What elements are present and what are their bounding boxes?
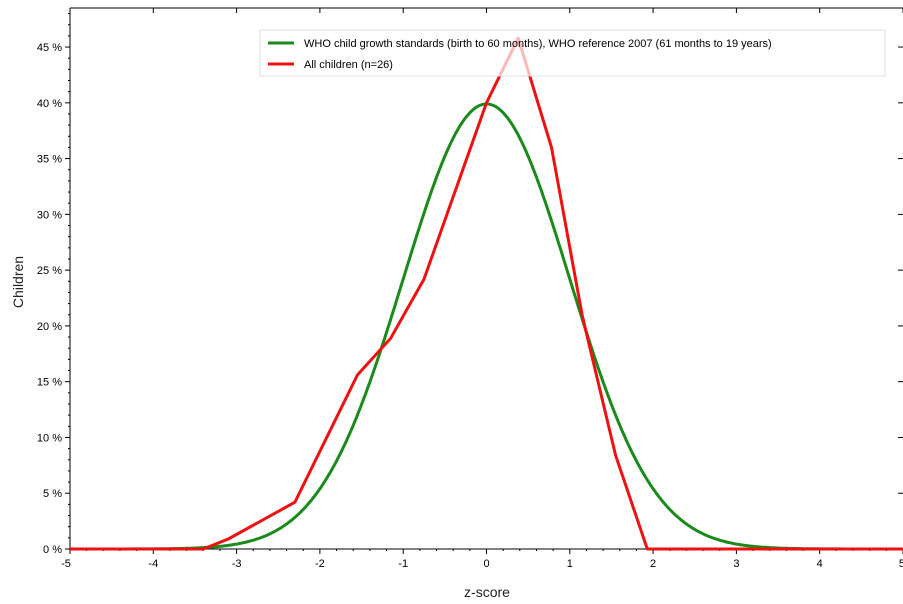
y-tick-label: 25 % (37, 265, 62, 277)
y-tick-label: 40 % (37, 98, 62, 110)
x-tick-label: 1 (567, 558, 573, 570)
y-tick-label: 20 % (37, 321, 62, 333)
y-tick-label: 35 % (37, 154, 62, 166)
y-axis-title: Children (10, 256, 26, 308)
x-axis-title: z-score (464, 584, 510, 599)
y-tick-label: 30 % (37, 209, 62, 221)
x-tick-label: 5 (899, 558, 903, 570)
y-tick-label: 0 % (43, 544, 62, 556)
y-tick-label: 10 % (37, 432, 62, 444)
x-tick-label: -4 (148, 558, 158, 570)
x-tick-label: 3 (733, 558, 739, 570)
x-tick-label: -1 (398, 558, 408, 570)
y-tick-label: 15 % (37, 377, 62, 389)
x-tick-label: -5 (61, 558, 71, 570)
legend: WHO child growth standards (birth to 60 … (260, 30, 885, 76)
y-tick-label: 5 % (43, 488, 62, 500)
x-tick-label: -2 (315, 558, 325, 570)
x-tick-label: 0 (483, 558, 489, 570)
legend-label: All children (n=26) (304, 59, 393, 71)
legend-label: WHO child growth standards (birth to 60 … (304, 38, 772, 50)
x-tick-label: -3 (232, 558, 242, 570)
x-tick-label: 4 (817, 558, 823, 570)
y-tick-label: 45 % (37, 42, 62, 54)
x-tick-label: 2 (650, 558, 656, 570)
